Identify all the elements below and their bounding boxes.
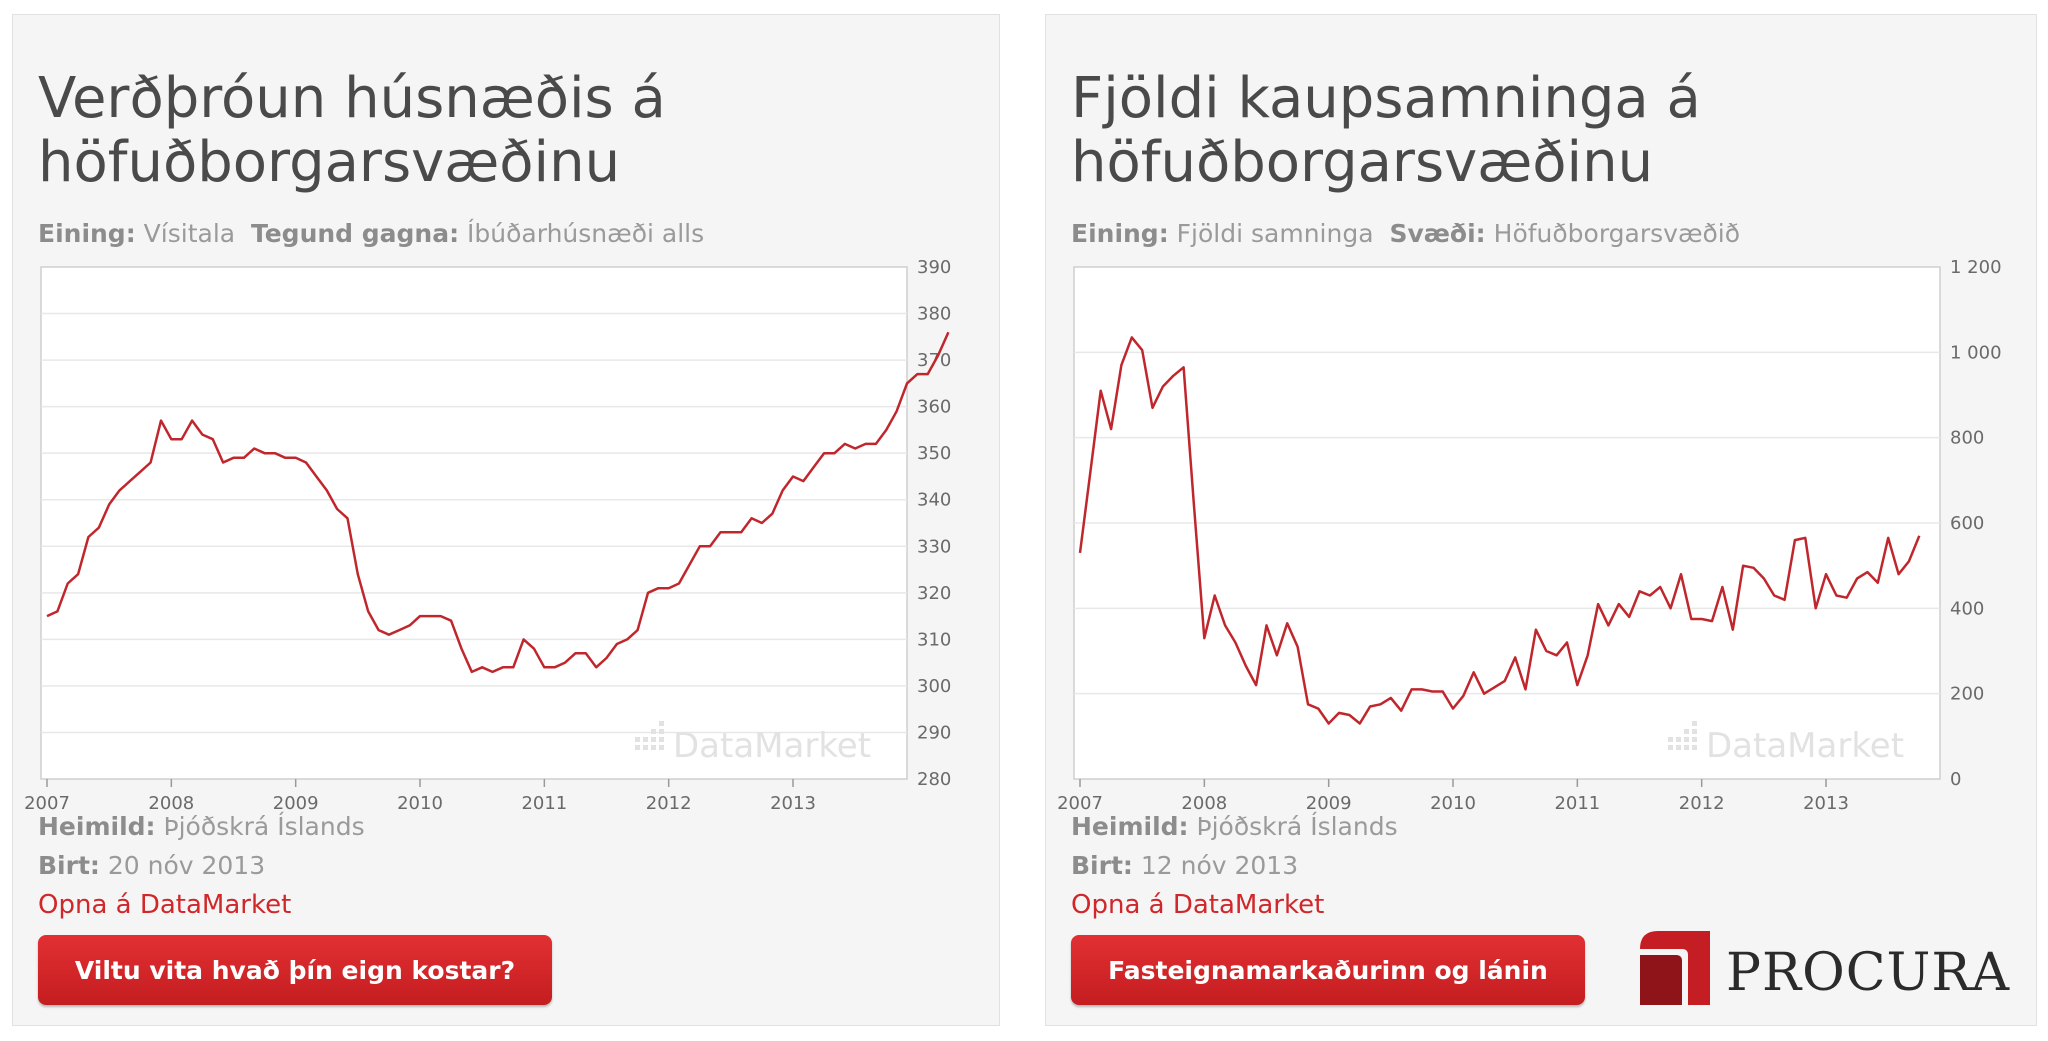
source: Heimild: Þjóðskrá Íslands [1071, 812, 1398, 841]
watermark: DataMarket [1668, 721, 1904, 766]
published-date: Birt: 20 nóv 2013 [38, 851, 265, 880]
chart-title: Fjöldi kaupsamninga á höfuðborgarsvæðinu [1071, 67, 1701, 195]
unit-value: Fjöldi samninga [1176, 219, 1374, 248]
published-value: 20 nóv 2013 [107, 851, 266, 880]
source-label: Heimild: [38, 812, 156, 841]
house-price-panel: Verðþróun húsnæðis á höfuðborgarsvæðinu E… [12, 14, 1000, 1026]
procura-logo-icon [1640, 931, 1710, 1005]
y-tick-label: 320 [917, 583, 951, 604]
chart-meta: Eining: Vísitala Tegund gagna: Íbúðarhús… [38, 219, 704, 248]
chart-title: Verðþróun húsnæðis á höfuðborgarsvæðinu [38, 67, 666, 195]
x-tick-label: 2012 [1679, 793, 1725, 814]
source-value: Þjóðskrá Íslands [1196, 812, 1398, 841]
watermark-text: DataMarket [1706, 726, 1904, 766]
y-tick-label: 360 [917, 397, 951, 418]
y-tick-label: 380 [917, 304, 951, 325]
source-value: Þjóðskrá Íslands [163, 812, 365, 841]
x-tick-label: 2008 [1181, 793, 1227, 814]
data-type-label: Tegund gagna: [250, 219, 460, 248]
plot-area [40, 266, 908, 780]
y-tick-label: 290 [917, 722, 951, 743]
property-value-button[interactable]: Viltu vita hvað þín eign kostar? [38, 935, 552, 1005]
y-tick-label: 1 200 [1950, 257, 2002, 278]
x-tick-label: 2013 [1803, 793, 1849, 814]
published-label: Birt: [1071, 851, 1133, 880]
chart-meta: Eining: Fjöldi samninga Svæði: Höfuðborg… [1071, 219, 1740, 248]
title-line-1: Fjöldi kaupsamninga á [1071, 66, 1701, 131]
published-date: Birt: 12 nóv 2013 [1071, 851, 1298, 880]
y-tick-label: 330 [917, 536, 951, 557]
purchase-contracts-panel: Fjöldi kaupsamninga á höfuðborgarsvæðinu … [1045, 14, 2037, 1026]
series-line [46, 331, 950, 674]
logo-text: PROCURA [1726, 943, 2011, 1003]
published-label: Birt: [38, 851, 100, 880]
watermark-text: DataMarket [673, 726, 871, 766]
series-line [1078, 336, 1921, 725]
data-type-value: Íbúðarhúsnæði alls [467, 219, 705, 248]
housing-market-button[interactable]: Fasteignamarkaðurinn og lánin [1071, 935, 1585, 1005]
open-datamarket-link[interactable]: Opna á DataMarket [1071, 890, 1325, 920]
y-tick-label: 390 [917, 257, 951, 278]
y-tick-label: 200 [1950, 684, 1984, 705]
y-tick-label: 400 [1950, 598, 1984, 619]
x-tick-label: 2013 [770, 793, 816, 814]
y-tick-label: 280 [917, 769, 951, 790]
x-tick-label: 2007 [24, 793, 70, 814]
y-tick-label: 300 [917, 676, 951, 697]
x-tick-label: 2007 [1057, 793, 1103, 814]
y-tick-label: 600 [1950, 513, 1984, 534]
watermark: DataMarket [635, 721, 871, 766]
x-tick-label: 2010 [397, 793, 443, 814]
open-datamarket-link[interactable]: Opna á DataMarket [38, 890, 292, 920]
region-label: Svæði: [1389, 219, 1486, 248]
title-line-1: Verðþróun húsnæðis á [38, 66, 666, 131]
unit-label: Eining: [38, 219, 136, 248]
unit-value: Vísitala [143, 219, 236, 248]
x-tick-label: 2009 [273, 793, 319, 814]
y-axis: 0 200 400 600 800 1 000 1 200 [1950, 257, 2002, 790]
y-tick-label: 310 [917, 629, 951, 650]
x-tick-label: 2010 [1430, 793, 1476, 814]
title-line-2: höfuðborgarsvæðinu [1071, 130, 1654, 195]
source: Heimild: Þjóðskrá Íslands [38, 812, 365, 841]
title-line-2: höfuðborgarsvæðinu [38, 130, 621, 195]
purchase-contracts-chart: 0 200 400 600 800 1 000 1 200 2007 2008 2009 2010… [1057, 257, 2002, 814]
y-tick-label: 350 [917, 443, 951, 464]
procura-logo: PROCURA [1636, 925, 2016, 1015]
y-tick-label: 1 000 [1950, 342, 2002, 363]
x-axis: 2007 2008 2009 2010 2011 2012 2013 [24, 779, 816, 814]
x-tick-label: 2008 [148, 793, 194, 814]
x-tick-label: 2011 [1554, 793, 1600, 814]
x-tick-label: 2011 [521, 793, 567, 814]
y-tick-label: 340 [917, 490, 951, 511]
region-value: Höfuðborgarsvæðið [1493, 219, 1741, 248]
x-tick-label: 2009 [1306, 793, 1352, 814]
gridlines [41, 312, 907, 734]
unit-label: Eining: [1071, 219, 1169, 248]
y-tick-label: 0 [1950, 769, 1961, 790]
x-tick-label: 2012 [646, 793, 692, 814]
x-axis: 2007 2008 2009 2010 2011 2012 2013 [1057, 779, 1849, 814]
y-tick-label: 800 [1950, 428, 1984, 449]
source-label: Heimild: [1071, 812, 1189, 841]
published-value: 12 nóv 2013 [1140, 851, 1299, 880]
